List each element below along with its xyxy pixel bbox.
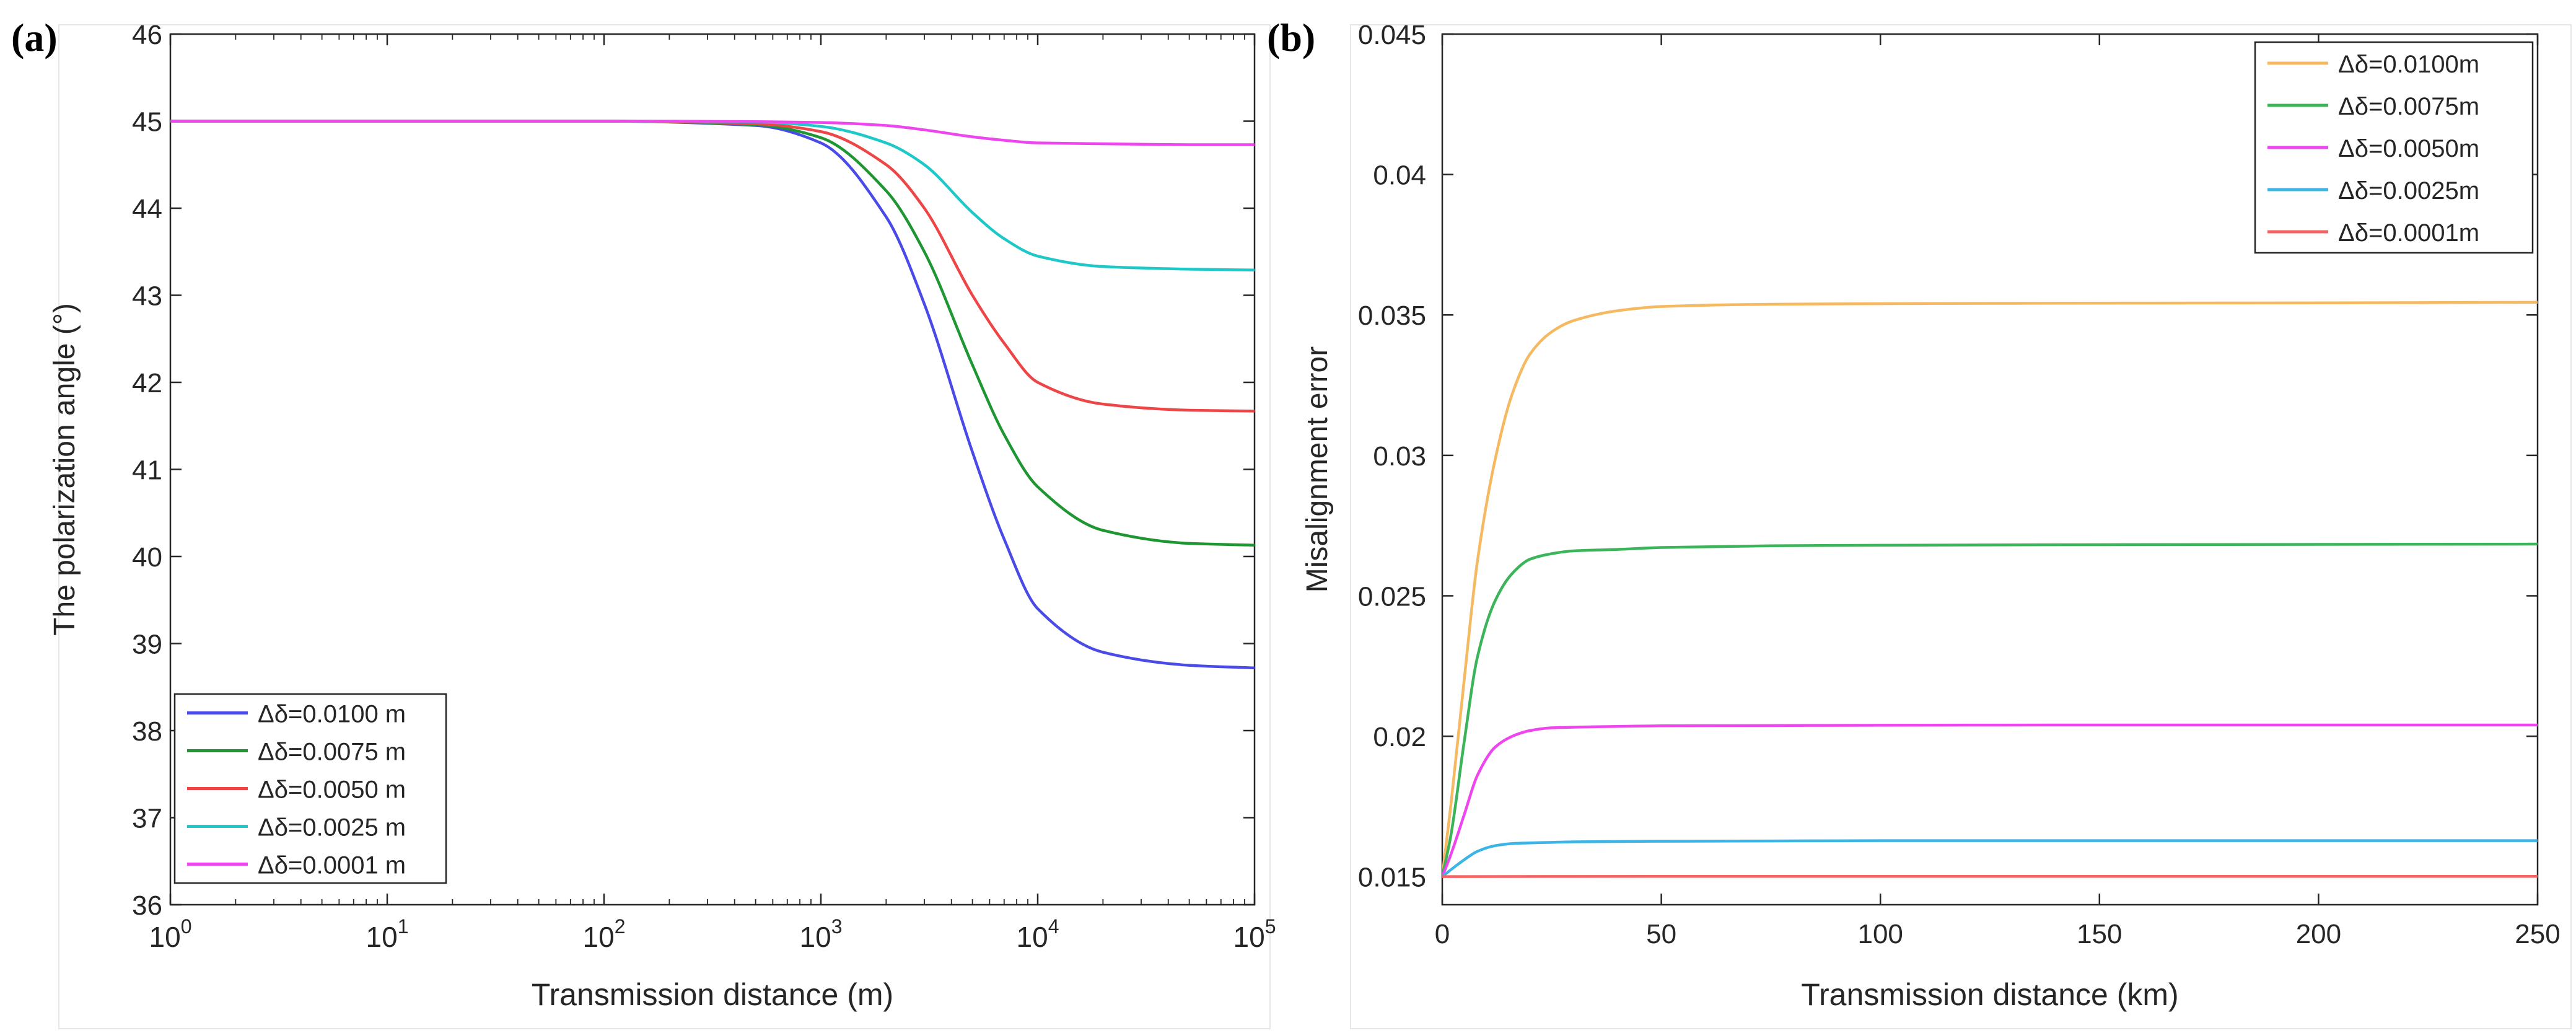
xtick-base: 10 bbox=[800, 921, 831, 953]
panel-label-a: (a) bbox=[11, 15, 58, 59]
xtick-exponent: 3 bbox=[831, 915, 843, 938]
ytick-label-b-2: 0.025 bbox=[1358, 581, 1426, 612]
ytick-label-a-6: 42 bbox=[132, 368, 162, 398]
ytick-label-b-3: 0.03 bbox=[1373, 441, 1426, 472]
xtick-label-b-0: 0 bbox=[1435, 919, 1450, 949]
ytick-label-a-5: 41 bbox=[132, 455, 162, 486]
ytick-label-a-3: 39 bbox=[132, 630, 162, 660]
ytick-label-b-1: 0.02 bbox=[1373, 722, 1426, 752]
legend-label-a-0: Δδ=0.0100 m bbox=[258, 701, 406, 728]
legend-label-b-4: Δδ=0.0001m bbox=[2338, 219, 2479, 247]
ytick-label-a-1: 37 bbox=[132, 804, 162, 834]
xtick-exponent: 0 bbox=[181, 915, 192, 938]
ytick-label-a-9: 45 bbox=[132, 107, 162, 138]
xtick-base: 10 bbox=[1233, 921, 1265, 953]
ytick-label-a-10: 46 bbox=[132, 20, 162, 50]
xtick-label-b-4: 200 bbox=[2296, 919, 2341, 949]
legend-label-a-2: Δδ=0.0050 m bbox=[258, 776, 406, 804]
xtick-label-b-1: 50 bbox=[1646, 919, 1676, 949]
ytick-label-a-7: 43 bbox=[132, 281, 162, 312]
xtick-exponent: 1 bbox=[398, 915, 409, 938]
legend-label-b-1: Δδ=0.0075m bbox=[2338, 93, 2479, 120]
legend-label-b-2: Δδ=0.0050m bbox=[2338, 135, 2479, 162]
legend-label-a-1: Δδ=0.0075 m bbox=[258, 739, 406, 766]
ytick-label-b-4: 0.035 bbox=[1358, 301, 1426, 331]
xtick-label-b-3: 150 bbox=[2077, 919, 2122, 949]
xtick-exponent: 4 bbox=[1048, 915, 1059, 938]
panel-label-b: (b) bbox=[1267, 15, 1315, 59]
ytick-label-b-0: 0.015 bbox=[1358, 863, 1426, 893]
legend-label-a-4: Δδ=0.0001 m bbox=[258, 852, 406, 879]
xtick-exponent: 5 bbox=[1265, 915, 1276, 938]
panel-b: (b) 0.015 0.02 0.025 0.03 0.035 0.04 0.045 0 50 10… bbox=[1267, 15, 2571, 1029]
xtick-label-b-2: 100 bbox=[1857, 919, 1903, 949]
legend-label-b-0: Δδ=0.0100m bbox=[2338, 51, 2479, 78]
ytick-label-a-2: 38 bbox=[132, 716, 162, 747]
ytick-label-a-4: 40 bbox=[132, 542, 162, 573]
y-axis-label-b: Misalignment error bbox=[1301, 346, 1334, 592]
legend-label-b-3: Δδ=0.0025m bbox=[2338, 177, 2479, 204]
x-axis-label-a: Transmission distance (m) bbox=[532, 977, 893, 1012]
legend-b: Δδ=0.0100m Δδ=0.0075m Δδ=0.0050m Δδ=0.0025m… bbox=[2255, 42, 2533, 253]
xtick-base: 10 bbox=[366, 921, 398, 953]
xtick-base: 10 bbox=[583, 921, 615, 953]
ytick-label-b-6: 0.045 bbox=[1358, 20, 1426, 50]
legend-a: Δδ=0.0100 m Δδ=0.0075 m Δδ=0.0050 m Δδ=0.00… bbox=[175, 694, 446, 883]
legend-label-a-3: Δδ=0.0025 m bbox=[258, 814, 406, 842]
ytick-label-a-0: 36 bbox=[132, 890, 162, 921]
xtick-base: 10 bbox=[1017, 921, 1048, 953]
xtick-label-b-5: 250 bbox=[2515, 919, 2560, 949]
xtick-base: 10 bbox=[149, 921, 181, 953]
y-axis-label-a: The polarization angle (°) bbox=[48, 303, 81, 636]
x-axis-label-b: Transmission distance (km) bbox=[1801, 977, 2178, 1012]
xtick-exponent: 2 bbox=[615, 915, 626, 938]
ytick-label-a-8: 44 bbox=[132, 194, 162, 224]
ytick-label-b-5: 0.04 bbox=[1373, 160, 1426, 191]
